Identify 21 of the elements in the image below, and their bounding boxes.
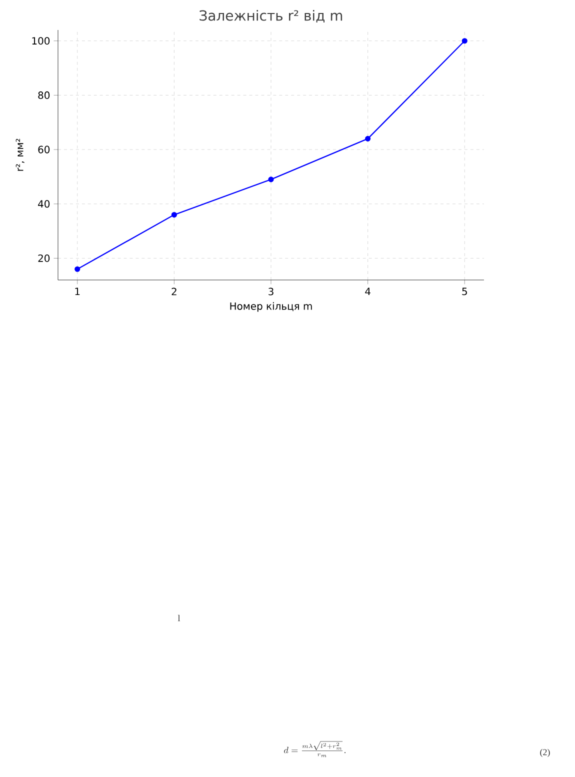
text: l bbox=[178, 614, 180, 622]
y-axis-title: r², мм² bbox=[16, 138, 24, 171]
y-tick-label: 80 bbox=[38, 91, 50, 99]
y-tick-label: 100 bbox=[32, 37, 50, 45]
chart-title: Залежність r² від m bbox=[200, 10, 342, 22]
x-tick-label: 2 bbox=[172, 288, 176, 296]
point bbox=[462, 38, 468, 44]
point bbox=[171, 212, 177, 218]
point bbox=[365, 136, 371, 142]
x-tick-label: 4 bbox=[365, 288, 370, 296]
point bbox=[268, 176, 274, 182]
y-tick-label: 60 bbox=[38, 146, 50, 154]
y-tick-label: 40 bbox=[38, 200, 50, 208]
text: $d=\frac{m\lambda\sqrt{l^2+r_m^2}}{r_m}.$ bbox=[284, 741, 346, 758]
x-tick-label: 5 bbox=[462, 288, 467, 296]
y-tick-label: 20 bbox=[38, 254, 50, 262]
x-tick-label: 3 bbox=[268, 288, 274, 296]
text: (2) bbox=[540, 748, 550, 758]
x-tick-label: 1 bbox=[75, 288, 80, 296]
x-axis-title: Номер кільця m bbox=[230, 302, 312, 312]
point bbox=[74, 266, 80, 272]
